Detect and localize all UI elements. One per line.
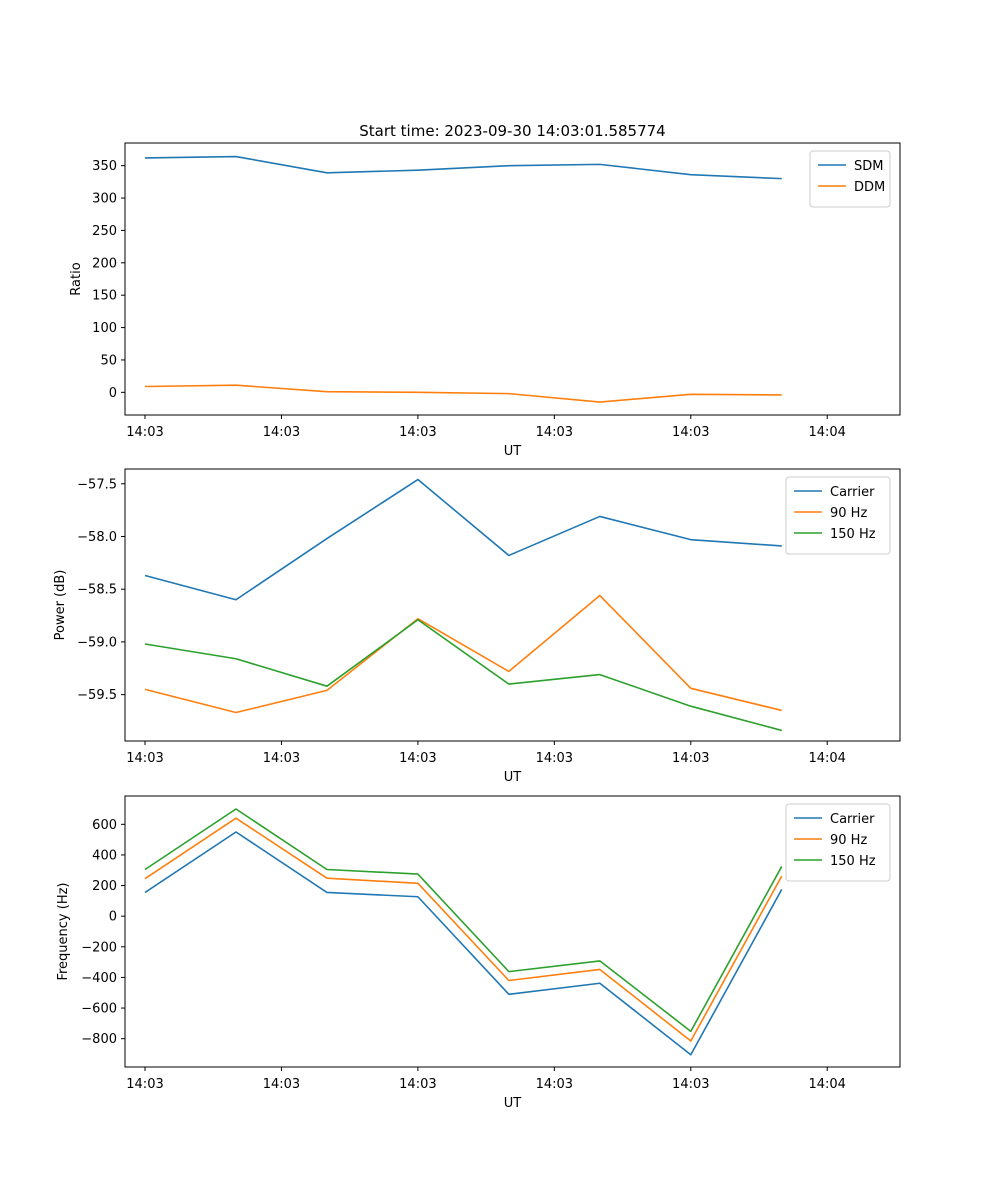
y-tick-label: 400 bbox=[92, 848, 117, 863]
x-tick-label: 14:03 bbox=[263, 751, 300, 766]
series-line-carrier bbox=[144, 831, 783, 1056]
y-tick-label: −800 bbox=[81, 1032, 117, 1047]
chart-title: Start time: 2023-09-30 14:03:01.585774 bbox=[359, 122, 665, 140]
plot-frame bbox=[124, 795, 901, 1068]
series-line-ddm bbox=[144, 384, 782, 403]
legend-entry: DDM bbox=[854, 180, 885, 195]
legend: Carrier 90 Hz 150 Hz bbox=[785, 803, 891, 882]
y-tick-label: −59.0 bbox=[77, 635, 117, 650]
series-line-90-hz bbox=[144, 594, 782, 714]
y-tick-label: −600 bbox=[81, 1002, 117, 1017]
plot-frame bbox=[124, 142, 901, 416]
x-tick-label: 14:03 bbox=[399, 751, 436, 766]
y-tick-label: 100 bbox=[92, 321, 117, 336]
legend-box bbox=[785, 803, 891, 882]
y-tick-label: 200 bbox=[92, 256, 117, 271]
chart-panel-3: 14:03 14:03 14:03 14:03 14:03 14:04 −800 −600 −4… bbox=[56, 795, 901, 1111]
legend: SDM DDM bbox=[809, 150, 891, 208]
legend-entry: 150 Hz bbox=[830, 854, 876, 869]
y-tick-label: −59.5 bbox=[77, 688, 117, 703]
y-axis-label: Frequency (Hz) bbox=[56, 882, 71, 980]
legend-entry: SDM bbox=[854, 159, 883, 174]
y-tick-label: −58.0 bbox=[77, 530, 117, 545]
x-tick-label: 14:03 bbox=[263, 425, 300, 440]
x-tick-label: 14:04 bbox=[808, 751, 845, 766]
y-tick-label: 200 bbox=[92, 879, 117, 894]
y-axis-label: Power (dB) bbox=[53, 570, 68, 641]
x-tick-label: 14:03 bbox=[399, 1077, 436, 1092]
plot-frame bbox=[124, 468, 901, 742]
legend-entry: Carrier bbox=[830, 812, 875, 827]
x-axis-label: UT bbox=[504, 770, 522, 785]
legend-box bbox=[785, 476, 891, 555]
y-tick-label: 50 bbox=[100, 353, 117, 368]
x-tick-label: 14:03 bbox=[126, 751, 163, 766]
y-tick-label: 0 bbox=[109, 910, 117, 925]
y-tick-label: 600 bbox=[92, 818, 117, 833]
legend-entry: Carrier bbox=[830, 485, 875, 500]
x-tick-label: 14:03 bbox=[399, 425, 436, 440]
x-tick-label: 14:03 bbox=[672, 1077, 709, 1092]
x-tick-label: 14:03 bbox=[126, 1077, 163, 1092]
x-tick-label: 14:04 bbox=[808, 1077, 845, 1092]
y-axis-label: Ratio bbox=[69, 262, 84, 295]
y-tick-label: 0 bbox=[109, 386, 117, 401]
y-tick-label: −200 bbox=[81, 940, 117, 955]
x-tick-label: 14:03 bbox=[263, 1077, 300, 1092]
legend-entry: 150 Hz bbox=[830, 527, 876, 542]
series-line-90-hz bbox=[144, 817, 783, 1042]
x-tick-label: 14:03 bbox=[672, 425, 709, 440]
y-tick-label: −400 bbox=[81, 971, 117, 986]
y-tick-label: −58.5 bbox=[77, 583, 117, 598]
y-tick-label: 350 bbox=[92, 159, 117, 174]
legend-entry: 90 Hz bbox=[830, 833, 867, 848]
y-tick-label: −57.5 bbox=[77, 477, 117, 492]
series-line-150-hz bbox=[144, 618, 782, 732]
series-line-carrier bbox=[144, 478, 782, 601]
x-tick-label: 14:03 bbox=[126, 425, 163, 440]
series-line-sdm bbox=[144, 155, 782, 180]
y-tick-label: 300 bbox=[92, 192, 117, 207]
x-tick-label: 14:03 bbox=[536, 751, 573, 766]
chart-panel-2: 14:03 14:03 14:03 14:03 14:03 14:04 −59.5 −59.0… bbox=[53, 468, 901, 785]
x-tick-label: 14:03 bbox=[536, 1077, 573, 1092]
x-tick-label: 14:03 bbox=[536, 425, 573, 440]
x-axis-label: UT bbox=[504, 1096, 522, 1111]
x-tick-label: 14:03 bbox=[672, 751, 709, 766]
x-axis-label: UT bbox=[504, 444, 522, 459]
y-tick-label: 250 bbox=[92, 224, 117, 239]
series-line-150-hz bbox=[144, 808, 783, 1033]
y-tick-label: 150 bbox=[92, 289, 117, 304]
legend: Carrier 90 Hz 150 Hz bbox=[785, 476, 891, 555]
legend-entry: 90 Hz bbox=[830, 506, 867, 521]
x-tick-label: 14:04 bbox=[808, 425, 845, 440]
chart-panel-1: 14:03 14:03 14:03 14:03 14:03 14:04 0 50 100 150 2… bbox=[69, 122, 901, 459]
